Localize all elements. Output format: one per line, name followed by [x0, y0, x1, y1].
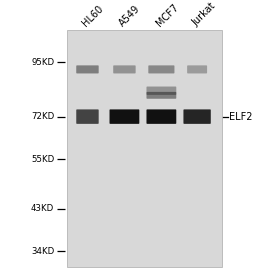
Bar — [67, 30, 222, 267]
FancyBboxPatch shape — [113, 65, 136, 73]
Text: 95KD: 95KD — [31, 58, 54, 67]
Text: ELF2: ELF2 — [229, 112, 253, 122]
Text: 43KD: 43KD — [31, 204, 54, 213]
Text: MCF7: MCF7 — [154, 2, 180, 28]
Text: 72KD: 72KD — [31, 112, 54, 121]
FancyBboxPatch shape — [146, 87, 176, 95]
FancyBboxPatch shape — [76, 109, 99, 124]
Text: 34KD: 34KD — [31, 247, 54, 256]
FancyBboxPatch shape — [146, 109, 176, 124]
FancyBboxPatch shape — [184, 109, 211, 124]
FancyBboxPatch shape — [76, 65, 99, 73]
FancyBboxPatch shape — [148, 65, 174, 73]
Text: Jurkat: Jurkat — [190, 1, 217, 28]
FancyBboxPatch shape — [146, 92, 176, 99]
Text: HL60: HL60 — [80, 3, 105, 28]
Text: 55KD: 55KD — [31, 155, 54, 164]
Text: A549: A549 — [117, 3, 142, 28]
FancyBboxPatch shape — [110, 109, 139, 124]
FancyBboxPatch shape — [187, 65, 207, 73]
